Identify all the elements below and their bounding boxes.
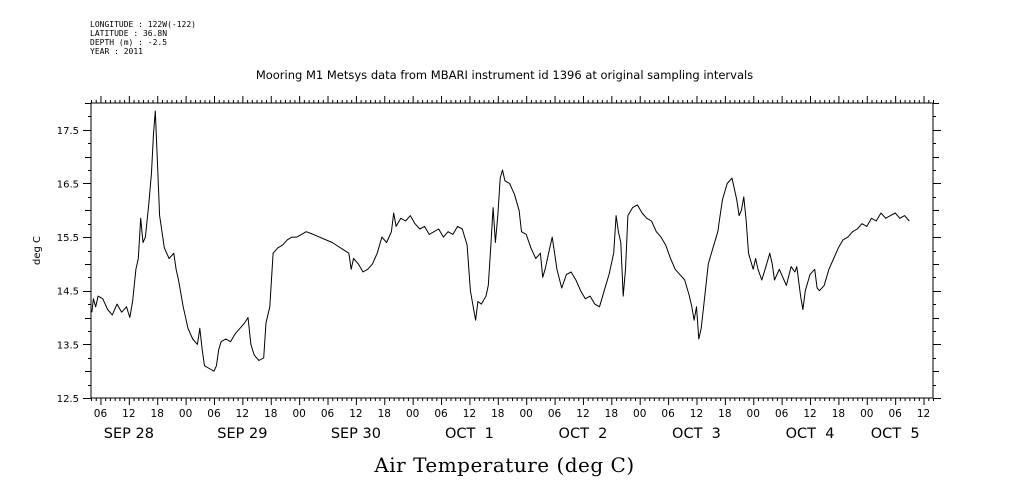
x-date-label: SEP 30 — [331, 426, 381, 442]
x-tick-label: 00 — [747, 408, 760, 420]
x-tick-label: 00 — [292, 408, 305, 420]
y-tick-label: 15.5 — [57, 233, 79, 244]
y-tick-label: 16.5 — [57, 179, 79, 190]
x-tick-label: 12 — [917, 408, 930, 420]
x-tick-label: 12 — [803, 408, 816, 420]
y-tick-label: 17.5 — [57, 126, 79, 137]
x-tick-label: 06 — [661, 408, 675, 420]
x-date-label: SEP 28 — [104, 426, 154, 442]
x-tick-label: 06 — [434, 408, 448, 420]
x-tick-label: 12 — [122, 408, 135, 420]
x-date-label: OCT 1 — [445, 426, 494, 442]
x-tick-label: 00 — [179, 408, 192, 420]
x-tick-label: 12 — [349, 408, 362, 420]
x-tick-label: 06 — [207, 408, 221, 420]
x-tick-label: 00 — [633, 408, 646, 420]
x-tick-label: 06 — [321, 408, 335, 420]
x-tick-label: 18 — [151, 408, 164, 420]
plot-frame — [90, 102, 934, 399]
y-axis-label: deg C — [32, 236, 43, 265]
series-line — [91, 110, 910, 372]
x-tick-label: 18 — [605, 408, 618, 420]
x-tick-label: 00 — [860, 408, 873, 420]
metadata-block: LONGITUDE : 122W(-122) LATITUDE : 36.8N … — [90, 20, 196, 56]
x-tick-label: 18 — [264, 408, 277, 420]
x-tick-label: 18 — [718, 408, 731, 420]
x-tick-label: 00 — [520, 408, 533, 420]
x-tick-label: 18 — [832, 408, 845, 420]
x-tick-label: 00 — [406, 408, 419, 420]
x-tick-label: 18 — [378, 408, 391, 420]
x-axis-label: Air Temperature (deg C) — [374, 453, 635, 477]
x-tick-label: 12 — [690, 408, 703, 420]
x-date-label: OCT 4 — [786, 426, 835, 442]
x-tick-label: 18 — [491, 408, 504, 420]
year-text: YEAR : 2011 — [90, 47, 143, 56]
x-tick-label: 06 — [888, 408, 902, 420]
chart-title: Mooring M1 Metsys data from MBARI instru… — [255, 68, 754, 82]
y-tick-label: 12.5 — [57, 394, 79, 405]
x-tick-label: 12 — [576, 408, 589, 420]
x-tick-label: 06 — [775, 408, 789, 420]
x-tick-label: 06 — [548, 408, 562, 420]
x-date-label: OCT 3 — [672, 426, 721, 442]
x-tick-label: 12 — [463, 408, 476, 420]
x-tick-label: 12 — [236, 408, 249, 420]
y-tick-label: 14.5 — [57, 287, 79, 298]
y-tick-label: 13.5 — [57, 340, 79, 351]
x-date-label: OCT 2 — [559, 426, 608, 442]
x-tick-label: 06 — [94, 408, 108, 420]
latitude-text: LATITUDE : 36.8N — [90, 29, 168, 38]
depth-text: DEPTH (m) : -2.5 — [90, 38, 168, 47]
longitude-text: LONGITUDE : 122W(-122) — [90, 20, 196, 29]
x-date-label: OCT 5 — [871, 426, 920, 442]
x-date-label: SEP 29 — [217, 426, 267, 442]
